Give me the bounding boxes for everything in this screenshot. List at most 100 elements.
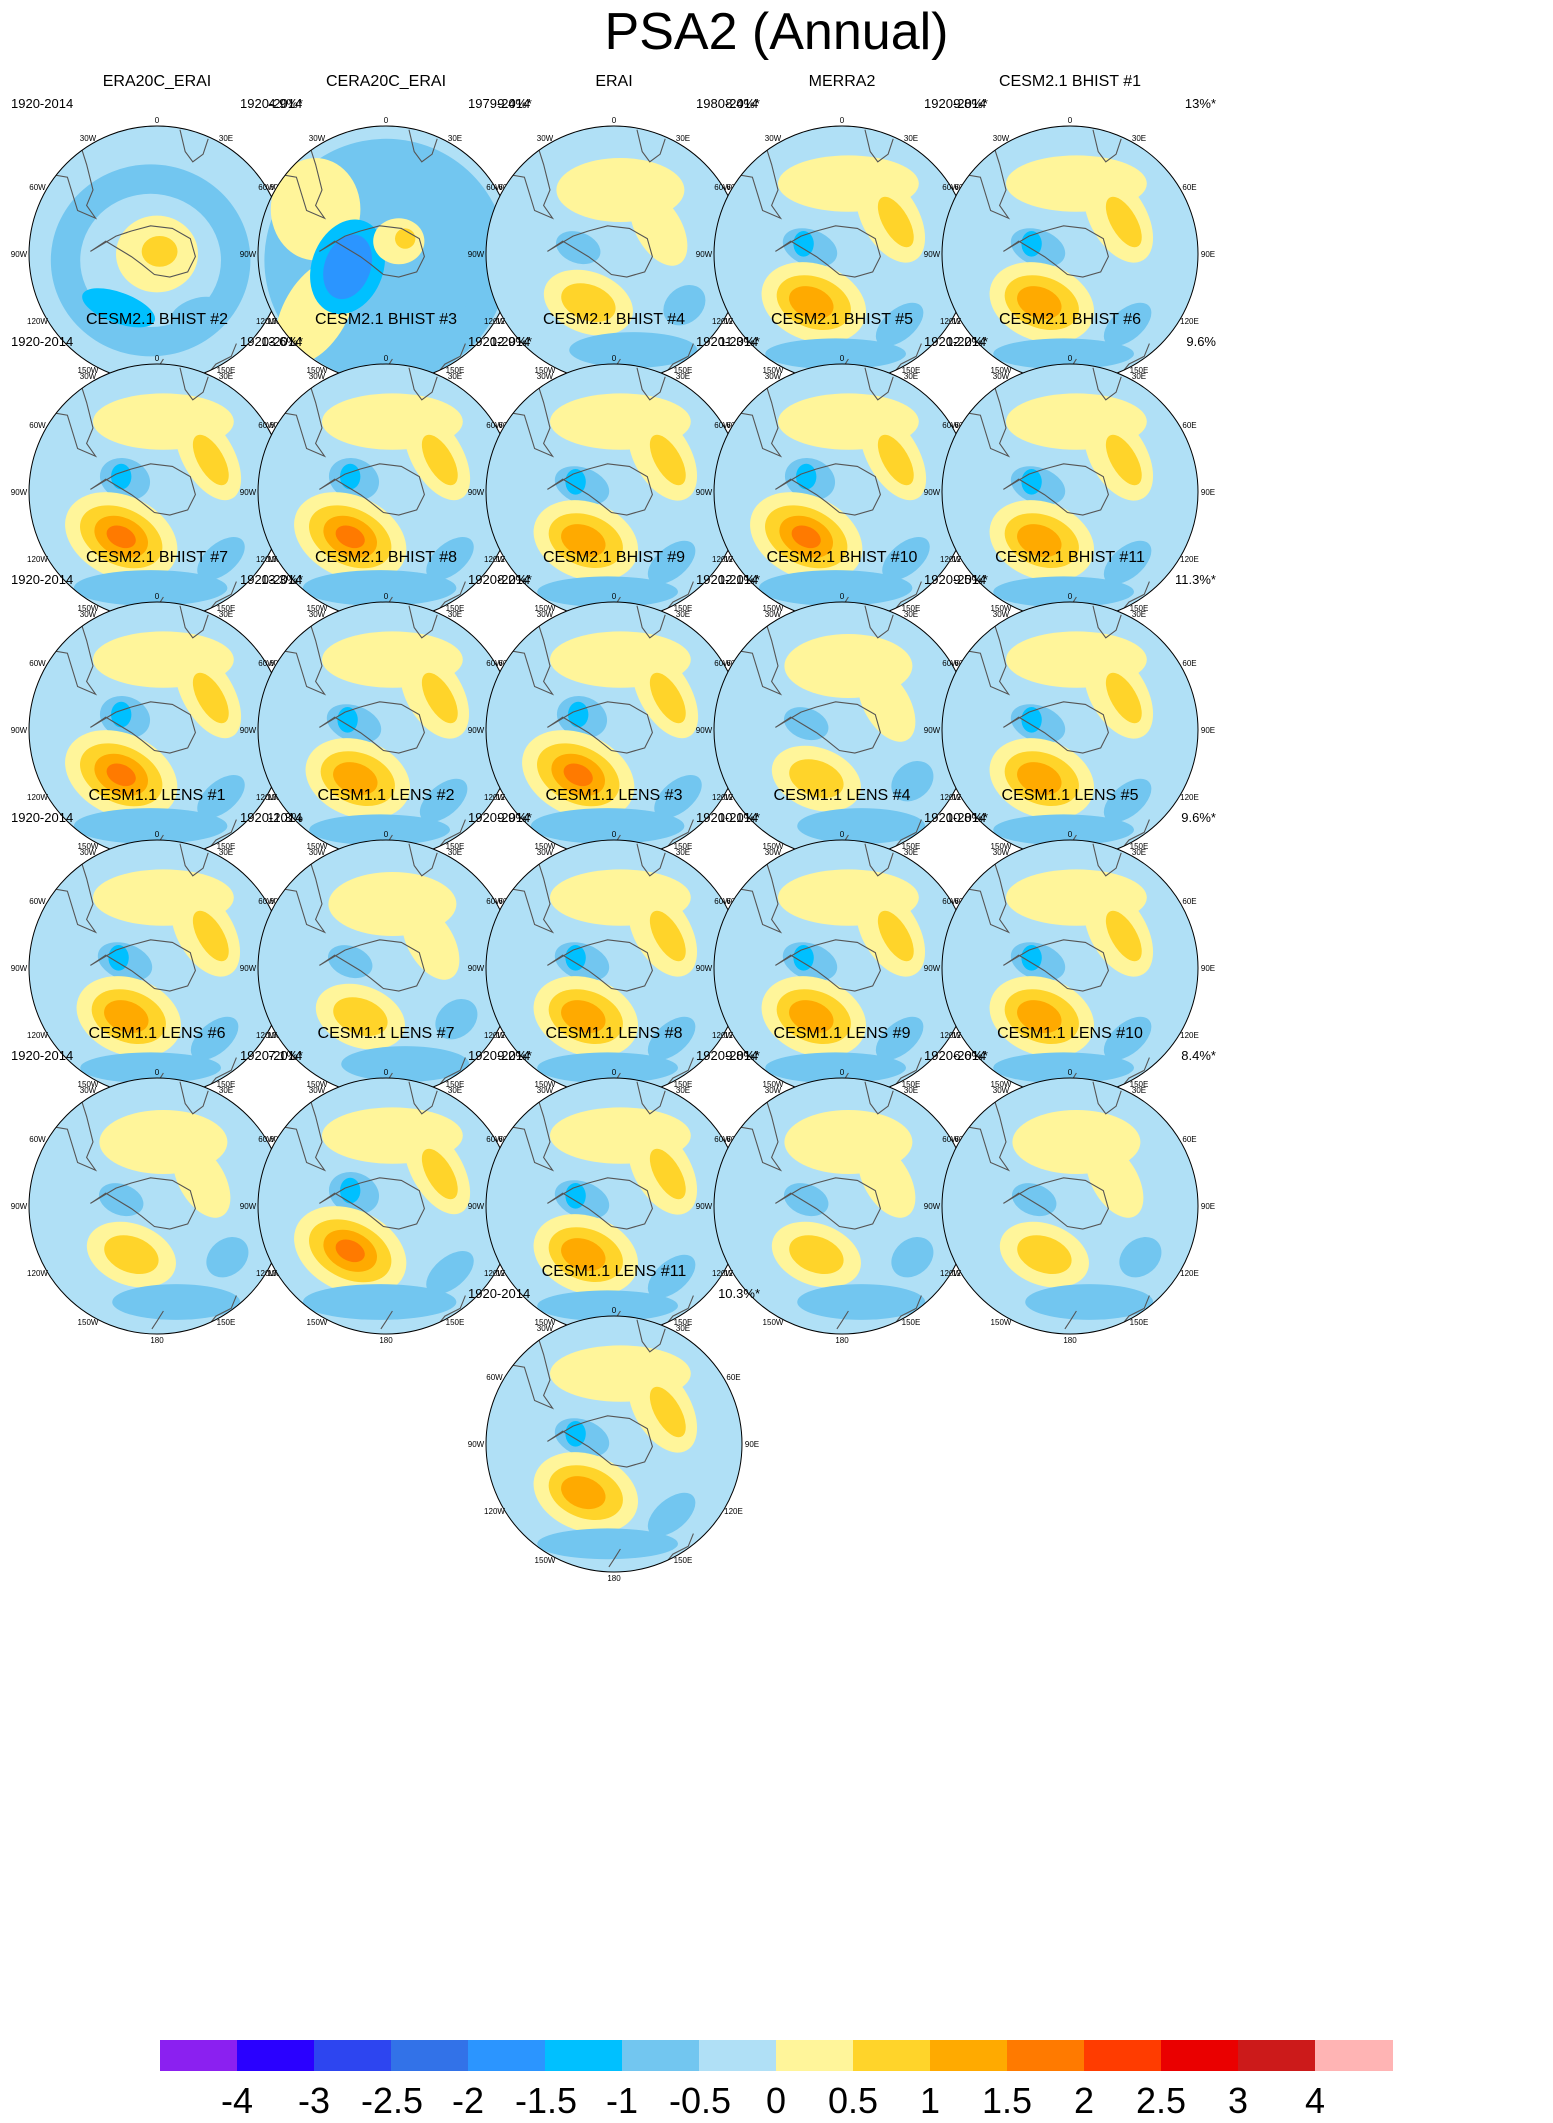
longitude-label: 150E xyxy=(674,366,693,375)
panel-title: CESM1.1 LENS #1 xyxy=(88,787,226,804)
longitude-label: 0 xyxy=(1068,830,1073,839)
panel-period: 1920-2014 xyxy=(468,1286,531,1301)
anomaly-contour xyxy=(333,762,378,796)
anomaly-contour xyxy=(561,1000,606,1034)
longitude-label: 0 xyxy=(384,1068,389,1077)
panel-title: CESM1.1 LENS #4 xyxy=(773,787,911,804)
coastline xyxy=(1092,605,1122,639)
anomaly-contour xyxy=(1103,540,1152,585)
longitude-label: 30W xyxy=(993,372,1010,381)
longitude-label: 150W xyxy=(535,1318,556,1327)
longitude-label: 30E xyxy=(676,848,690,857)
longitude-label: 120W xyxy=(256,1269,277,1278)
longitude-label: 60W xyxy=(942,421,959,430)
coastline xyxy=(775,939,881,992)
anomaly-contour xyxy=(421,434,458,486)
longitude-label: 60W xyxy=(486,659,503,668)
panel-title: CESM1.1 LENS #5 xyxy=(1001,787,1139,804)
longitude-label: 60W xyxy=(258,421,275,430)
anomaly-contour xyxy=(82,288,156,328)
longitude-label: 150E xyxy=(902,1080,921,1089)
panel-period: 1920-2014 xyxy=(696,572,759,587)
anomaly-contour xyxy=(1103,778,1152,823)
anomaly-contour xyxy=(758,570,913,606)
map-panel: MERRA21980-20149.8%*030E60E90E120E150E18… xyxy=(692,72,992,394)
longitude-label: 150W xyxy=(307,366,328,375)
panel-variance-pct: 8.2%* xyxy=(497,572,532,587)
panel-period: 1920-2014 xyxy=(468,572,531,587)
panel-title: CESM1.1 LENS #2 xyxy=(317,787,455,804)
map-panel: CESM1.1 LENS #71920-20149.2%*030E60E90E1… xyxy=(236,1024,536,1346)
longitude-label: 60E xyxy=(1182,183,1196,192)
coastline xyxy=(90,701,196,754)
longitude-label: 30W xyxy=(993,848,1010,857)
panel-title: CESM2.1 BHIST #11 xyxy=(995,549,1145,566)
longitude-label: 0 xyxy=(1068,116,1073,125)
map-panel: CESM2.1 BHIST #71920-201413.3%*030E60E90… xyxy=(7,548,307,870)
map-panel: CERA20C_ERAI1920-20149.4%*030E60E90E120E… xyxy=(236,72,536,394)
panel-period: 1980-2014 xyxy=(696,96,759,111)
panel-period: 1920-2014 xyxy=(11,572,74,587)
panel-variance-pct: 10.3%* xyxy=(718,1286,760,1301)
panel-period: 1920-2014 xyxy=(11,334,74,349)
longitude-label: 30W xyxy=(993,1086,1010,1095)
panel-variance-pct: 13%* xyxy=(1184,96,1216,111)
longitude-label: 30E xyxy=(1132,848,1146,857)
panel-variance-pct: 11.3% xyxy=(267,810,303,825)
panel-variance-pct: 9.6%* xyxy=(1181,810,1216,825)
longitude-label: 90E xyxy=(1201,1202,1215,1211)
longitude-label: 0 xyxy=(840,354,845,363)
longitude-label: 90W xyxy=(468,726,485,735)
longitude-label: 120E xyxy=(1180,317,1199,326)
anomaly-contour xyxy=(1025,1284,1154,1320)
longitude-label: 60W xyxy=(258,659,275,668)
anomaly-contour xyxy=(1119,1237,1162,1278)
longitude-label: 30E xyxy=(1132,1086,1146,1095)
panel-variance-pct: 12.2%* xyxy=(946,334,988,349)
longitude-label: 30W xyxy=(537,848,554,857)
anomaly-contour xyxy=(647,1254,696,1299)
longitude-label: 150W xyxy=(763,366,784,375)
longitude-label: 90W xyxy=(924,726,941,735)
longitude-label: 180 xyxy=(150,1336,164,1344)
longitude-label: 60E xyxy=(1182,897,1196,906)
longitude-label: 150E xyxy=(446,1080,465,1089)
anomaly-contour xyxy=(197,774,245,819)
longitude-label: 0 xyxy=(384,116,389,125)
coastline xyxy=(636,605,666,639)
longitude-label: 150W xyxy=(535,366,556,375)
longitude-label: 150E xyxy=(217,1318,236,1327)
colorbar-swatch xyxy=(622,2040,700,2071)
coastline xyxy=(319,1177,425,1230)
anomaly-contour xyxy=(797,1284,926,1320)
longitude-label: 150W xyxy=(763,604,784,613)
coastline xyxy=(636,129,666,163)
longitude-label: 30E xyxy=(219,134,233,143)
anomaly-contour xyxy=(891,1237,934,1278)
coastline xyxy=(775,1177,881,1230)
longitude-label: 0 xyxy=(384,830,389,839)
panel-title: ERAI xyxy=(595,73,633,90)
anomaly-contour xyxy=(654,774,702,819)
coastline xyxy=(736,1088,783,1172)
longitude-label: 30W xyxy=(537,372,554,381)
map-panel: CESM1.1 LENS #91920-20146.6%*030E60E90E1… xyxy=(692,1024,992,1346)
coastline xyxy=(380,1310,393,1330)
anomaly-contour xyxy=(1105,672,1142,724)
longitude-label: 150E xyxy=(902,842,921,851)
longitude-label: 150W xyxy=(78,1080,99,1089)
coastline xyxy=(1003,1177,1109,1230)
panel-period: 1920-2014 xyxy=(696,810,759,825)
colorbar-swatch xyxy=(1161,2040,1239,2071)
longitude-label: 150W xyxy=(535,842,556,851)
map-panel: CESM2.1 BHIST #81920-20148.2%*030E60E90E… xyxy=(236,548,536,870)
coastline xyxy=(1003,463,1109,516)
anomaly-contour xyxy=(111,701,132,728)
longitude-label: 30E xyxy=(448,610,462,619)
panel-variance-pct: 9.8%* xyxy=(953,96,988,111)
anomaly-contour xyxy=(993,814,1134,846)
longitude-label: 120W xyxy=(27,793,48,802)
map-panel: CESM1.1 LENS #61920-20147.1%*030E60E90E1… xyxy=(7,1024,307,1346)
